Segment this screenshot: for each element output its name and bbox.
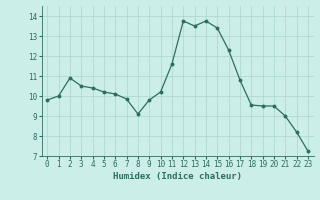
X-axis label: Humidex (Indice chaleur): Humidex (Indice chaleur) [113,172,242,181]
